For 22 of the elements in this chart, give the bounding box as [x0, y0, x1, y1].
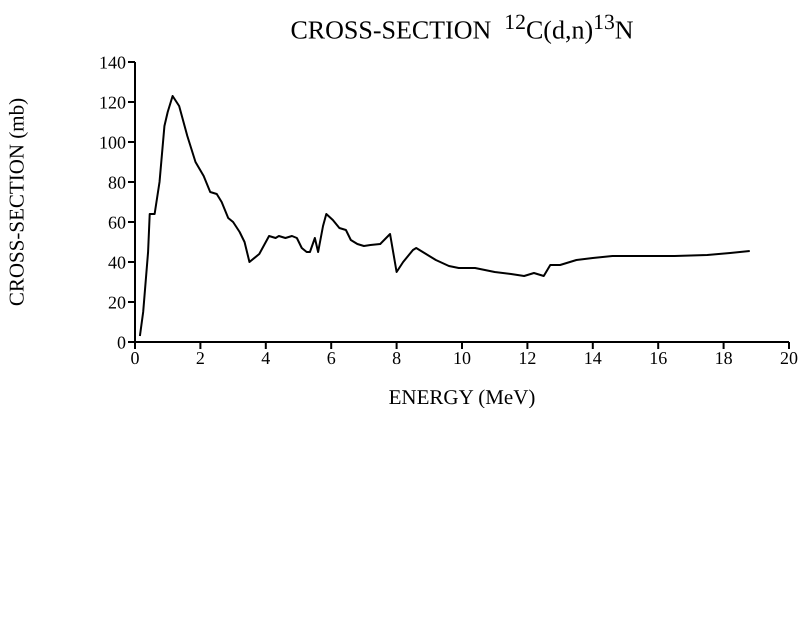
- x-tick-label: 18: [714, 348, 733, 368]
- y-tick-label: 80: [108, 172, 126, 192]
- x-tick-label: 12: [518, 348, 536, 368]
- x-tick-label: 20: [780, 348, 798, 368]
- y-tick-label: 20: [108, 292, 126, 312]
- x-tick-label: 2: [196, 348, 205, 368]
- y-tick-label: 40: [108, 252, 126, 272]
- x-tick-label: 14: [584, 348, 602, 368]
- y-tick-label: 100: [99, 132, 126, 152]
- y-tick-label: 140: [99, 52, 126, 72]
- y-tick-label: 120: [99, 92, 126, 112]
- x-tick-label: 6: [326, 348, 336, 368]
- y-axis-title: CROSS-SECTION (mb): [4, 98, 28, 306]
- y-tick-label: 60: [108, 212, 126, 232]
- x-tick-label: 4: [261, 348, 270, 368]
- chart-title: CROSS-SECTION $^{12}$C(d,n)$^{13}$N: [289, 10, 635, 46]
- y-tick-label: 0: [117, 332, 126, 352]
- x-tick-label: 8: [392, 348, 402, 368]
- x-tick-label: 0: [130, 348, 140, 368]
- x-tick-label: 10: [453, 348, 471, 368]
- line-series: [138, 95, 751, 337]
- x-tick-label: 16: [649, 348, 668, 368]
